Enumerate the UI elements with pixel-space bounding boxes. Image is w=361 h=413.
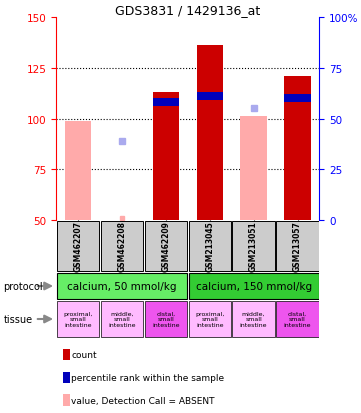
Bar: [153, 99, 179, 107]
Title: GDS3831 / 1429136_at: GDS3831 / 1429136_at: [115, 4, 260, 17]
Text: GSM213045: GSM213045: [205, 221, 214, 272]
Text: calcium, 150 mmol/kg: calcium, 150 mmol/kg: [196, 281, 312, 291]
Text: calcium, 50 mmol/kg: calcium, 50 mmol/kg: [67, 281, 177, 291]
Text: GSM213057: GSM213057: [293, 221, 302, 272]
Bar: [145, 301, 187, 337]
Bar: [232, 221, 275, 272]
Text: tissue: tissue: [4, 314, 33, 324]
Text: proximal,
small
intestine: proximal, small intestine: [63, 311, 93, 328]
Text: GSM462209: GSM462209: [161, 221, 170, 272]
Text: GSM462208: GSM462208: [117, 221, 126, 272]
Text: value, Detection Call = ABSENT: value, Detection Call = ABSENT: [71, 396, 215, 405]
Bar: [284, 77, 311, 221]
Bar: [57, 221, 99, 272]
Text: distal,
small
intestine: distal, small intestine: [284, 311, 311, 328]
Text: count: count: [71, 350, 97, 359]
Text: proximal,
small
intestine: proximal, small intestine: [195, 311, 225, 328]
Bar: [145, 221, 187, 272]
Text: GSM462207: GSM462207: [73, 221, 82, 272]
Bar: [232, 301, 275, 337]
Bar: [57, 301, 99, 337]
Text: GSM213051: GSM213051: [249, 221, 258, 272]
Bar: [101, 301, 143, 337]
Bar: [277, 221, 319, 272]
Bar: [188, 274, 319, 299]
Bar: [101, 221, 143, 272]
Bar: [277, 301, 319, 337]
Bar: [196, 93, 223, 101]
Bar: [284, 95, 311, 103]
Text: percentile rank within the sample: percentile rank within the sample: [71, 373, 225, 382]
Bar: [188, 221, 231, 272]
Bar: [65, 121, 91, 221]
Bar: [153, 93, 179, 221]
Bar: [240, 117, 267, 221]
Bar: [196, 46, 223, 221]
Bar: [57, 274, 187, 299]
Bar: [188, 301, 231, 337]
Text: protocol: protocol: [4, 281, 43, 291]
Text: middle,
small
intestine: middle, small intestine: [108, 311, 136, 328]
Text: distal,
small
intestine: distal, small intestine: [152, 311, 179, 328]
Text: middle,
small
intestine: middle, small intestine: [240, 311, 268, 328]
